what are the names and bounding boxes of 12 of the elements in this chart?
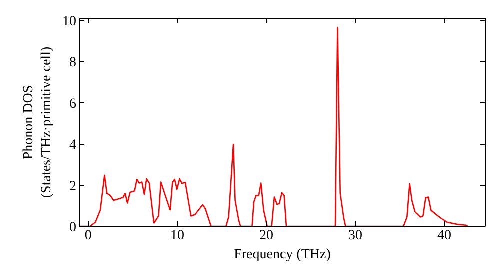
- y-tick-label: 2: [70, 179, 76, 194]
- x-tick-label: 40: [438, 228, 452, 244]
- x-tick-label: 30: [348, 228, 363, 244]
- y-tick-label: 4: [70, 138, 76, 154]
- x-tick-label: 10: [170, 228, 184, 244]
- x-tick-label: 0: [84, 228, 92, 244]
- y-tick-label: 6: [70, 96, 76, 112]
- y-tick-label: 8: [70, 56, 76, 71]
- y-axis-title: Phonon DOS (States/THz·primitive cell): [22, 46, 54, 198]
- x-tick-label: 20: [259, 228, 274, 244]
- y-tick-label: 10: [62, 14, 76, 30]
- x-axis-title: Frequency (THz): [234, 248, 332, 262]
